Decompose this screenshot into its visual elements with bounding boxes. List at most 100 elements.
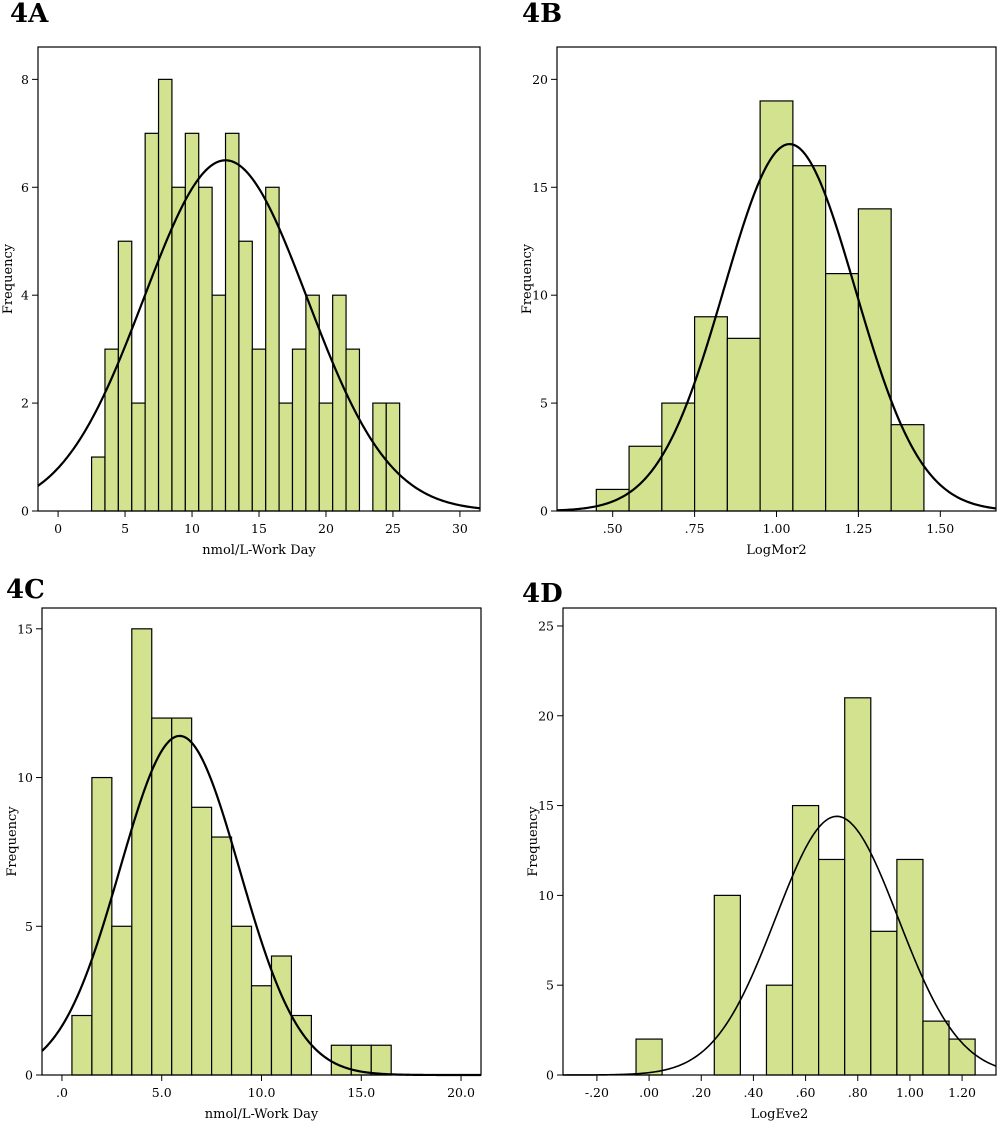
y-tick-label: 15: [17, 621, 33, 636]
histogram-bar: [857, 208, 892, 512]
histogram-bar: [825, 273, 860, 512]
y-tick-label: 10: [532, 288, 548, 303]
y-axis-ticks: 0 5 10 15: [17, 621, 42, 1083]
y-axis-ticks: 0 5 10 15 20 25: [538, 618, 563, 1083]
y-tick-label: 15: [538, 798, 554, 813]
histogram-bar: [661, 402, 696, 512]
histogram-bar: [131, 402, 146, 512]
y-tick-label: 0: [25, 1068, 33, 1083]
x-tick-label: .60: [796, 1085, 816, 1100]
histogram-bar: [818, 858, 846, 1076]
y-tick-label: 20: [532, 72, 548, 87]
histogram-bar: [171, 717, 193, 1076]
y-tick-label: 25: [538, 618, 554, 633]
y-axis-label: Frequency: [5, 806, 20, 877]
y-axis-label: Frequency: [526, 806, 541, 877]
y-tick-label: 15: [532, 180, 548, 195]
histogram-bars: [71, 628, 392, 1076]
normal-curve: [563, 815, 997, 1076]
y-tick-label: 8: [21, 72, 29, 87]
histogram-bar: [191, 806, 213, 1076]
histogram-bar: [385, 402, 401, 512]
panel-4a: 4A 0 5 10 15 20 25 30 0 2 4 6 8 nmol/L-Work Day Fr…: [1, 0, 481, 558]
histogram-bar: [117, 240, 133, 512]
x-axis-label: LogEve2: [751, 1107, 809, 1122]
x-axis-ticks: 0 5 10 15 20 25 30: [54, 511, 468, 536]
y-tick-label: 5: [25, 919, 33, 934]
panel-4c: 4C .0 5.0 10.0 15.0 20.0 0 5 10 15 nmol/L-Work …: [5, 575, 482, 1122]
x-tick-label: 15: [251, 521, 267, 536]
x-tick-label: 20.0: [447, 1085, 475, 1100]
x-tick-label: 10: [184, 521, 200, 536]
histogram-bar: [151, 717, 173, 1076]
histogram-bar: [104, 348, 119, 512]
x-tick-label: .80: [848, 1085, 868, 1100]
x-tick-label: 0: [54, 521, 62, 536]
y-tick-label: 5: [540, 396, 548, 411]
histogram-bar: [224, 132, 240, 512]
x-tick-label: .20: [691, 1085, 711, 1100]
histogram-bar: [230, 925, 253, 1076]
histogram-bar: [726, 337, 761, 512]
y-axis-label: Frequency: [520, 243, 535, 314]
histogram-bar: [330, 1044, 352, 1076]
histogram-bar: [922, 1020, 950, 1076]
x-tick-label: .75: [685, 521, 705, 536]
y-axis-ticks: 0 5 10 15 20: [532, 72, 557, 519]
histogram-bars: [90, 78, 401, 512]
x-tick-label: 5: [121, 521, 129, 536]
histogram-bar: [713, 894, 741, 1076]
x-tick-label: 15.0: [347, 1085, 375, 1100]
histogram-bar: [595, 488, 630, 512]
histogram-bar: [265, 186, 280, 512]
histogram-bar: [198, 186, 213, 512]
histogram-bar: [305, 294, 320, 512]
histogram-bar: [332, 294, 347, 512]
histogram-bar: [238, 240, 253, 512]
histogram-bar: [171, 186, 186, 512]
histogram-bar: [870, 930, 898, 1076]
histogram-bar: [131, 628, 153, 1076]
histogram-bar: [844, 697, 872, 1076]
x-tick-label: .0: [56, 1085, 68, 1100]
x-tick-label: 5.0: [152, 1085, 172, 1100]
histogram-bar: [693, 316, 728, 512]
x-tick-label: 25: [385, 521, 401, 536]
x-tick-label: .40: [743, 1085, 763, 1100]
histogram-bar: [792, 165, 827, 512]
x-tick-label: 10.0: [248, 1085, 276, 1100]
histogram-bar: [71, 1014, 93, 1076]
histogram-bar: [251, 348, 267, 512]
histogram-bar: [635, 1038, 663, 1076]
y-tick-label: 5: [546, 978, 554, 993]
x-axis-label: nmol/L-Work Day: [205, 1107, 319, 1122]
histogram-bar: [250, 985, 273, 1076]
y-tick-label: 0: [21, 504, 29, 519]
x-tick-label: 30: [452, 521, 468, 536]
y-axis-label: Frequency: [1, 243, 16, 314]
x-axis-label: LogMor2: [746, 543, 806, 558]
x-tick-label: 1.00: [896, 1085, 924, 1100]
x-tick-label: 1.50: [926, 521, 954, 536]
y-tick-label: 10: [17, 770, 33, 785]
histogram-bar: [144, 132, 160, 512]
plot-frame: [562, 607, 997, 1076]
histogram-bar: [270, 955, 293, 1076]
histogram-bar: [111, 925, 133, 1076]
x-tick-label: 1.20: [948, 1085, 976, 1100]
histogram-bar: [948, 1038, 976, 1076]
x-tick-label: 20: [318, 521, 334, 536]
x-tick-label: -.20: [585, 1085, 609, 1100]
panel-label: 4C: [6, 575, 45, 605]
y-tick-label: 20: [538, 708, 554, 723]
histogram-bar: [318, 402, 334, 512]
histogram-bar: [765, 984, 794, 1076]
x-tick-label: 1.25: [844, 521, 872, 536]
histogram-bar: [211, 294, 227, 512]
y-tick-label: 0: [546, 1068, 554, 1083]
histogram-bar: [278, 402, 294, 512]
histogram-bar: [290, 1014, 312, 1076]
histogram-bars: [595, 100, 925, 512]
x-tick-label: .00: [639, 1085, 659, 1100]
